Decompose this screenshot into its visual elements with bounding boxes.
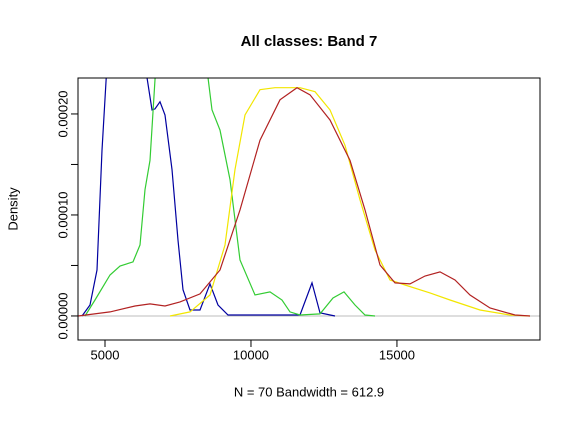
- x-tick-label: 10000: [233, 347, 269, 362]
- y-tick-label: 0.00010: [55, 191, 70, 238]
- y-tick-label: 0.00000: [55, 292, 70, 339]
- density-line: [81, 78, 336, 317]
- plot-area: [78, 78, 540, 317]
- y-axis-label: Density: [5, 187, 20, 231]
- density-line: [84, 78, 376, 317]
- density-line: [169, 87, 531, 317]
- plot-frame: [77, 77, 541, 341]
- x-tick-label: 15000: [379, 347, 415, 362]
- y-tick-label: 0.00020: [55, 90, 70, 137]
- x-axis-label: N = 70 Bandwidth = 612.9: [234, 384, 384, 399]
- density-line: [78, 86, 531, 317]
- chart-title: All classes: Band 7: [241, 33, 378, 50]
- x-tick-label: 5000: [91, 347, 120, 362]
